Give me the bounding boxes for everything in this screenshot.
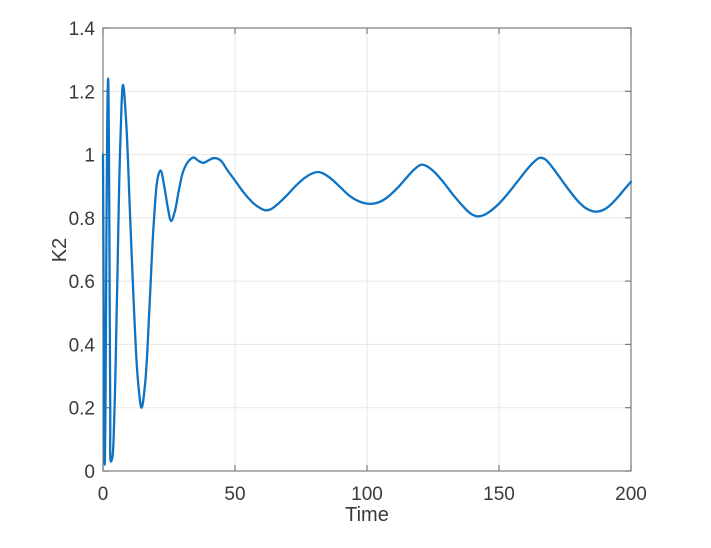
x-tick-label: 150 xyxy=(483,484,515,505)
y-tick-label: 0.8 xyxy=(69,209,95,230)
x-tick-label: 0 xyxy=(98,484,109,505)
series-line-k2 xyxy=(101,77,633,466)
y-tick-label: 1.2 xyxy=(69,82,95,103)
y-tick-label: 0.4 xyxy=(69,335,96,356)
x-tick-label: 100 xyxy=(351,484,383,505)
y-tick-label: 0.2 xyxy=(69,399,95,420)
x-tick-label: 200 xyxy=(615,484,647,505)
y-tick-label: 1.4 xyxy=(69,19,96,40)
y-tick-label: 1 xyxy=(84,146,95,167)
y-tick-label: 0 xyxy=(84,462,95,483)
x-tick-label: 50 xyxy=(224,484,245,505)
y-tick-label: 0.6 xyxy=(69,272,95,293)
x-axis-label: Time xyxy=(345,504,389,526)
y-axis-label: K2 xyxy=(49,238,71,262)
